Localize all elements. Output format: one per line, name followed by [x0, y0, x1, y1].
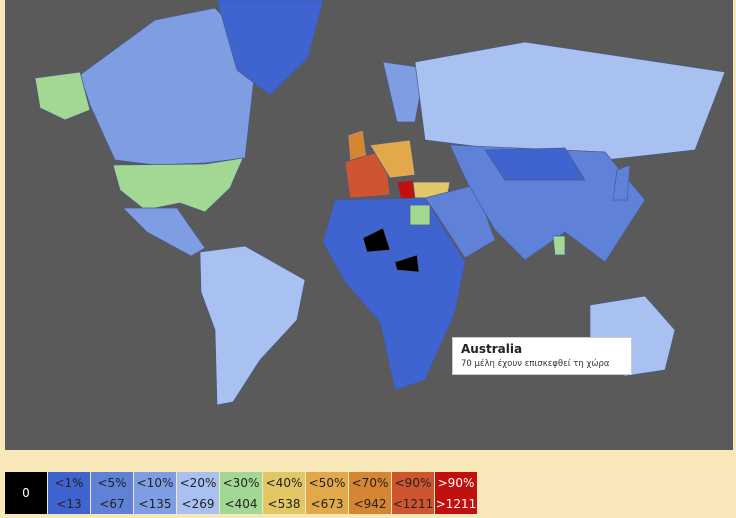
mongolia[interactable] [484, 147, 586, 181]
world-map [5, 0, 733, 450]
tooltip-title: Australia [461, 342, 523, 356]
canada[interactable] [79, 7, 256, 166]
legend-label-top: >90% [437, 475, 475, 490]
legend-label-bottom: <942 [353, 496, 387, 511]
mexico[interactable] [122, 207, 206, 257]
usa[interactable] [112, 157, 244, 213]
legend-label-bottom: <269 [181, 496, 215, 511]
egypt[interactable] [409, 204, 431, 226]
legend-label-top: <70% [351, 475, 389, 490]
legend-item[interactable]: <40% <538 [263, 472, 305, 514]
scandinavia[interactable] [382, 61, 426, 123]
thailand[interactable] [552, 235, 566, 256]
middle-east[interactable] [424, 184, 496, 259]
central-europe[interactable] [369, 139, 416, 179]
south-america[interactable] [199, 245, 306, 406]
tooltip: Australia 70 μέλη έχουν επισκεφθεί τη χώ… [452, 337, 632, 375]
legend-label-top: <90% [394, 475, 432, 490]
legend-label-bottom: <673 [310, 496, 344, 511]
russia[interactable] [414, 41, 726, 161]
legend-item[interactable]: <30% <404 [220, 472, 262, 514]
tooltip-text: 70 μέλη έχουν επισκεφθεί τη χώρα [461, 359, 610, 369]
legend-label-top: <10% [136, 475, 174, 490]
legend-item[interactable]: <50% <673 [306, 472, 348, 514]
legend-label-bottom: <538 [267, 496, 301, 511]
legend-label-top: <20% [179, 475, 217, 490]
japan[interactable] [612, 164, 631, 201]
legend-label-top: <1% [54, 475, 84, 490]
legend-item[interactable]: <5% <67 [91, 472, 133, 514]
asia[interactable] [449, 144, 646, 263]
legend-label-top: <5% [97, 475, 127, 490]
legend-label-top: <30% [222, 475, 260, 490]
western-europe[interactable] [344, 149, 391, 199]
legend-item[interactable]: <90% <1211 [392, 472, 434, 514]
sahara-b[interactable] [394, 254, 420, 273]
legend-label-bottom: <135 [138, 496, 172, 511]
legend-item[interactable]: <10% <135 [134, 472, 176, 514]
legend-label-bottom: <67 [99, 496, 125, 511]
legend-item[interactable]: <1% <13 [48, 472, 90, 514]
alaska[interactable] [34, 71, 91, 121]
sahara-a[interactable] [362, 227, 391, 253]
legend-item[interactable]: 0 [5, 472, 47, 514]
legend-label-bottom: >1211 [435, 496, 477, 511]
africa[interactable] [322, 197, 466, 391]
greenland[interactable] [216, 0, 324, 96]
legend-label-bottom: <404 [224, 496, 258, 511]
legend-label-bottom: <13 [56, 496, 82, 511]
legend-item[interactable]: >90% >1211 [435, 472, 477, 514]
legend-item[interactable]: <70% <942 [349, 472, 391, 514]
legend-label-bottom: <1211 [392, 496, 434, 511]
legend-label-top: <40% [265, 475, 303, 490]
legend-item[interactable]: <20% <269 [177, 472, 219, 514]
legend: 0 <1% <13 <5% <67 <10% <135 <20% <269 <30% <404 <40… [5, 472, 477, 514]
legend-label-top: <50% [308, 475, 346, 490]
legend-label-top: 0 [22, 486, 30, 500]
